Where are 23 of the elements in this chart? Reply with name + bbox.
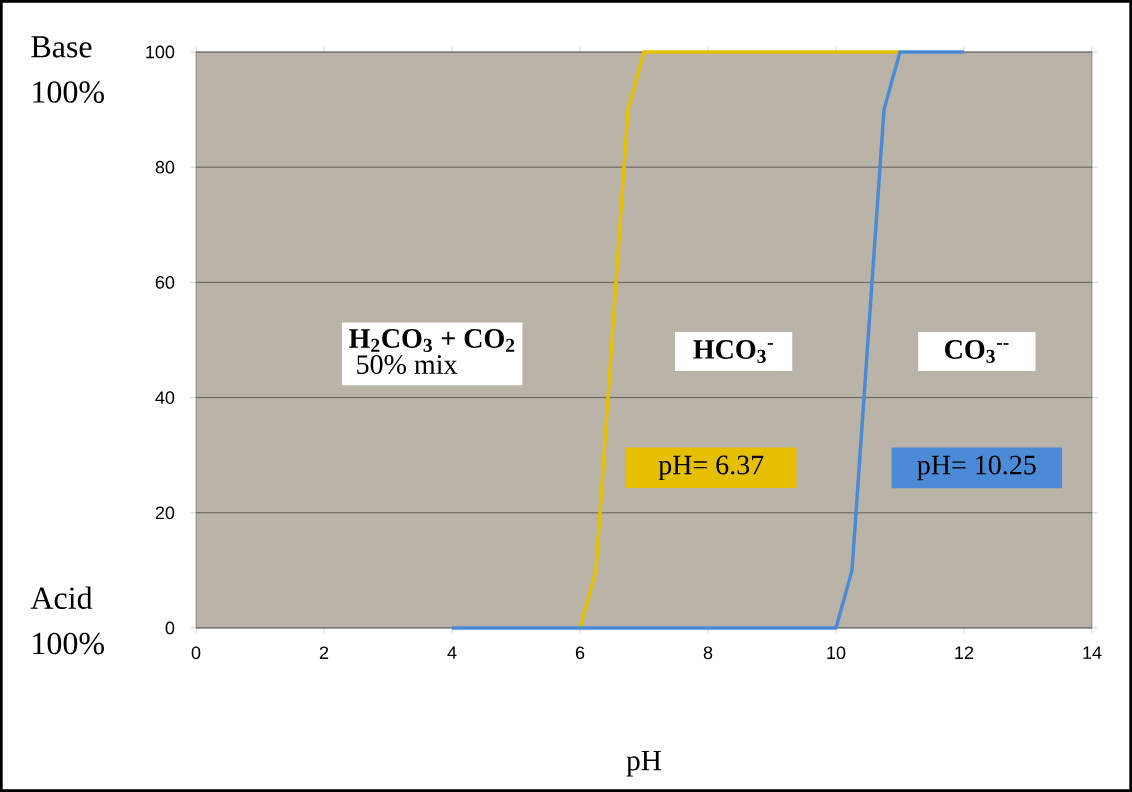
x-tick-label: 10 xyxy=(827,646,846,660)
x-axis-title: pH xyxy=(626,750,662,777)
text: Base 100% xyxy=(31,36,104,103)
y-tick-label: 60 xyxy=(155,276,175,289)
annotation: CO$_{3}$-- xyxy=(945,340,1009,363)
annotation: H$_{2}$CO$_{3}$ + CO$_{2}$ xyxy=(349,329,515,352)
annotation: pH= 10.25 xyxy=(917,455,1036,481)
x-tick-label: 8 xyxy=(703,646,713,660)
y-tick-label: 80 xyxy=(155,160,175,174)
y-tick-label: 20 xyxy=(155,506,175,520)
x-tick-label: 14 xyxy=(1083,646,1102,659)
x-tick-label: 6 xyxy=(575,646,585,660)
x-tick-label: 0 xyxy=(191,646,201,660)
y-tick-label: 40 xyxy=(155,391,175,404)
y-tick-label: 0 xyxy=(165,621,175,635)
y-tick-label: 100 xyxy=(146,45,175,59)
x-tick-label: 4 xyxy=(447,646,457,659)
annotation: 50% mix xyxy=(357,355,458,375)
x-tick-label: 2 xyxy=(319,646,329,659)
text: Acid 100% xyxy=(30,586,104,655)
x-tick-label: 12 xyxy=(955,646,974,659)
annotation: pH= 6.37 xyxy=(658,455,764,481)
annotation: HCO$_{3}$- xyxy=(693,340,773,363)
